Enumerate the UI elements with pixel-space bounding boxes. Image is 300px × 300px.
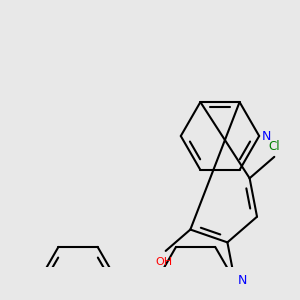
- Text: N: N: [238, 274, 247, 287]
- Text: N: N: [262, 130, 272, 142]
- Text: OH: OH: [155, 256, 172, 266]
- Text: Cl: Cl: [268, 140, 280, 153]
